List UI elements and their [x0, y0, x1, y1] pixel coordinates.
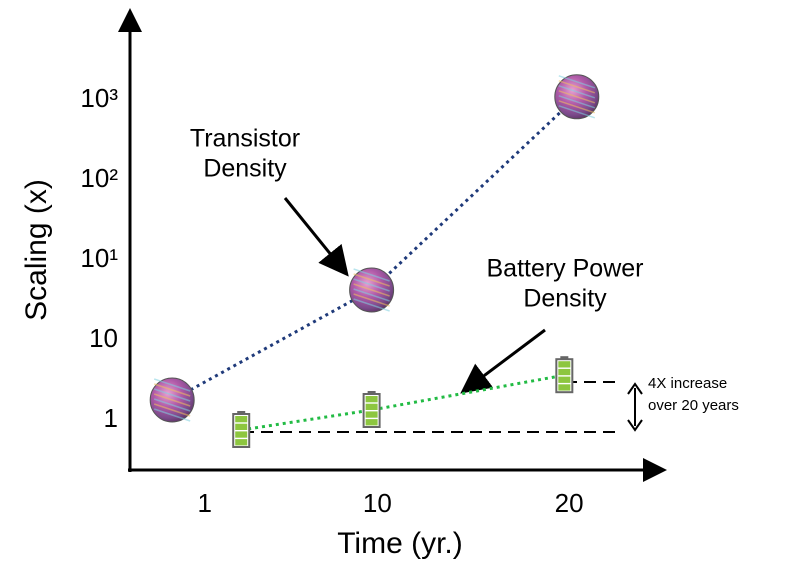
y-tick-label: 10 — [89, 323, 118, 353]
wafer-marker — [349, 267, 395, 313]
battery-cell — [235, 423, 248, 430]
x-tick-label: 20 — [555, 488, 584, 518]
wafer-pattern — [353, 298, 390, 312]
wafer-marker — [149, 377, 195, 423]
wafer-pattern — [558, 75, 596, 89]
wafer-pattern — [558, 85, 596, 99]
wafer-marker — [554, 74, 600, 120]
battery-cell — [558, 376, 571, 383]
wafer-pattern — [153, 378, 191, 392]
annotation: Transistor — [190, 125, 300, 153]
battery-cell — [558, 361, 571, 368]
wafer-pattern — [153, 383, 191, 397]
wafer-pattern — [353, 288, 390, 302]
battery-cell — [235, 431, 248, 438]
battery-marker — [555, 356, 574, 394]
battery-cell — [365, 403, 378, 410]
battery-cell — [365, 396, 378, 403]
wafer-pattern — [558, 105, 596, 119]
series-line — [240, 373, 565, 432]
x-tick-label: 10 — [363, 488, 392, 518]
battery-cell — [558, 368, 571, 376]
annotation: 4X increase — [648, 375, 727, 392]
wafer-pattern — [153, 408, 191, 422]
battery-marker — [232, 411, 251, 448]
wafer-pattern — [353, 278, 390, 292]
pointer-arrow — [460, 328, 546, 394]
battery-cell — [365, 419, 378, 426]
battery-cell — [558, 384, 571, 391]
bracket — [627, 382, 643, 432]
x-arrow — [643, 458, 667, 482]
annotation: Density — [523, 285, 607, 313]
wafer-pattern — [353, 268, 390, 282]
y-tick-label: 1 — [104, 403, 118, 433]
battery-marker — [362, 391, 381, 428]
annotation: Battery Power — [486, 255, 643, 283]
y-axis-label: Scaling (x) — [20, 179, 53, 321]
pointer-arrow — [283, 197, 349, 277]
wafer-pattern — [558, 80, 596, 94]
x-tick-label: 1 — [198, 488, 212, 518]
wafer-pattern — [153, 398, 191, 412]
wafer-pattern — [558, 90, 596, 104]
axes — [118, 8, 667, 482]
x-axis-label: Time (yr.) — [337, 527, 463, 560]
wafer-pattern — [153, 403, 191, 417]
y-tick-label: 10¹ — [80, 243, 118, 273]
series-line — [171, 95, 578, 402]
wafer-pattern — [353, 293, 390, 307]
battery-cell — [365, 411, 378, 418]
y-arrow — [118, 8, 142, 32]
wafer-pattern — [153, 393, 191, 407]
annotation: over 20 years — [648, 397, 739, 414]
wafer-pattern — [353, 273, 390, 287]
wafer-pattern — [558, 95, 596, 109]
battery-cell — [235, 439, 248, 446]
annotation: Density — [203, 155, 287, 183]
y-tick-label: 10³ — [80, 83, 118, 113]
wafer-pattern — [153, 388, 191, 402]
wafer-pattern — [558, 100, 596, 114]
wafer-pattern — [353, 283, 390, 297]
y-tick-label: 10² — [80, 163, 118, 193]
battery-cell — [235, 416, 248, 423]
